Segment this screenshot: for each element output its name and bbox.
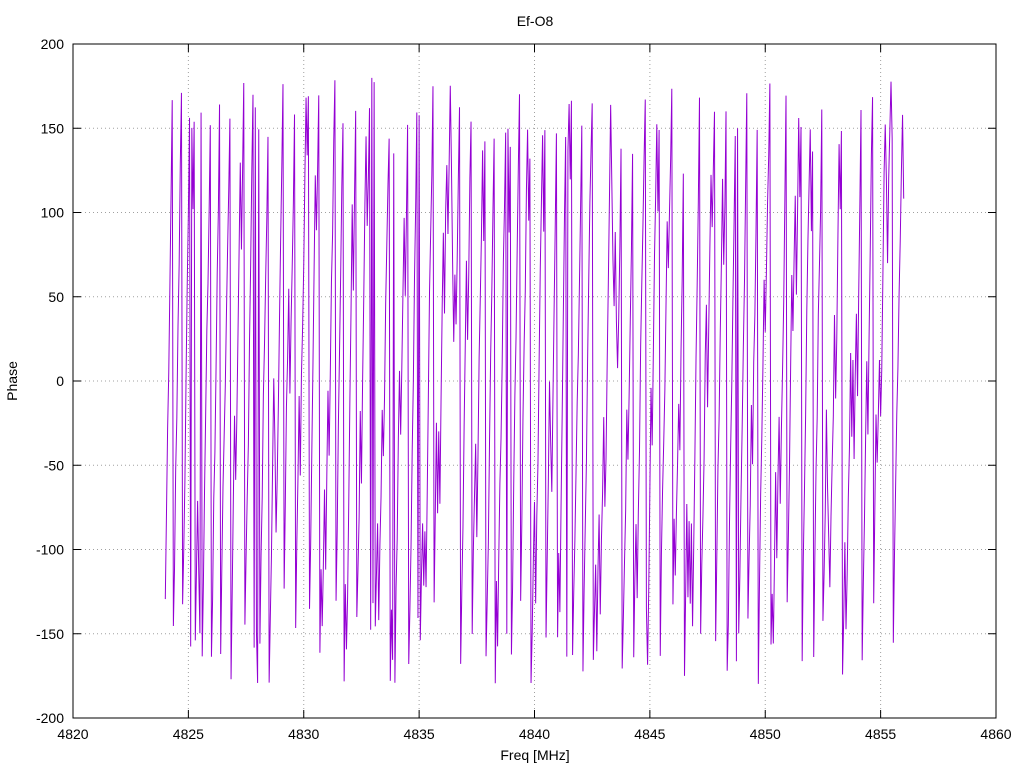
x-tick-label: 4840 — [519, 726, 550, 742]
y-tick-label: 150 — [41, 120, 65, 136]
y-tick-label: 200 — [41, 36, 65, 52]
x-tick-label: 4855 — [865, 726, 896, 742]
x-tick-label: 4845 — [634, 726, 665, 742]
series-group — [164, 77, 905, 684]
y-axis-label: Phase — [4, 361, 20, 401]
x-tick-label: 4850 — [750, 726, 781, 742]
x-tick-label: 4835 — [404, 726, 435, 742]
y-tick-label: 0 — [56, 373, 64, 389]
y-tick-label: -100 — [36, 542, 64, 558]
axis-ticks — [72, 43, 997, 719]
x-tick-label: 4820 — [57, 726, 88, 742]
x-tick-label: 4825 — [173, 726, 204, 742]
x-tick-labels: 4820 4825 4830 4835 4840 4845 4850 4855 4860 — [57, 726, 1011, 742]
y-tick-label: -50 — [44, 457, 64, 473]
grid-lines — [73, 44, 996, 718]
y-tick-label: 100 — [41, 205, 65, 221]
chart-title: Ef-O8 — [517, 13, 554, 29]
phase-series-line — [164, 77, 905, 684]
x-tick-label: 4830 — [288, 726, 319, 742]
y-tick-label: -150 — [36, 626, 64, 642]
y-tick-label: 50 — [48, 289, 64, 305]
x-tick-label: 4860 — [980, 726, 1011, 742]
x-axis-label: Freq [MHz] — [500, 747, 569, 763]
y-tick-labels: -200 -150 -100 -50 0 50 100 150 200 — [36, 36, 64, 726]
y-tick-label: -200 — [36, 710, 64, 726]
